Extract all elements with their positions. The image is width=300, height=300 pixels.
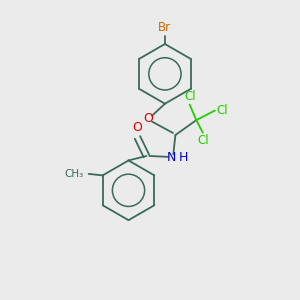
Text: N: N xyxy=(167,151,176,164)
Text: Cl: Cl xyxy=(197,134,209,147)
Text: CH₃: CH₃ xyxy=(64,169,83,179)
Text: Cl: Cl xyxy=(216,104,228,117)
Text: H: H xyxy=(178,151,188,164)
Text: O: O xyxy=(133,121,142,134)
Text: O: O xyxy=(144,112,153,125)
Text: Cl: Cl xyxy=(184,90,196,103)
Text: Br: Br xyxy=(158,21,172,34)
